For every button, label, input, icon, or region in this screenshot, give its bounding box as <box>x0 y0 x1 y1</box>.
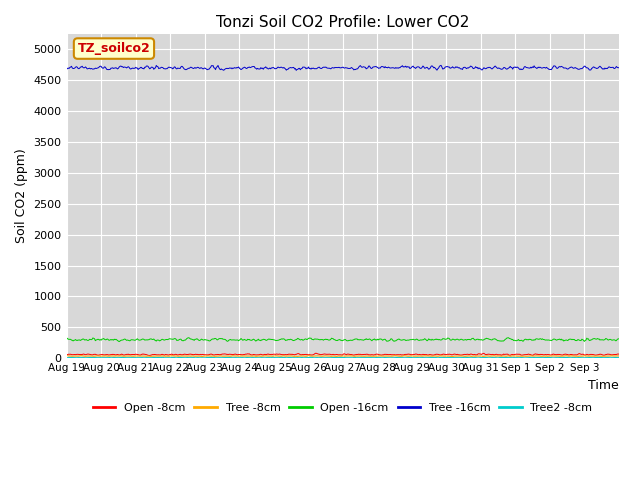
Tree -16cm <box>78 63 86 69</box>
Open -8cm <box>153 352 161 358</box>
Open -16cm <box>153 337 161 343</box>
Tree2 -8cm <box>529 355 537 360</box>
Open -16cm <box>63 335 70 341</box>
Tree2 -8cm <box>615 355 623 360</box>
Line: Open -8cm: Open -8cm <box>67 353 619 356</box>
Open -16cm <box>184 335 192 341</box>
Tree -8cm <box>564 353 572 359</box>
Legend: Open -8cm, Tree -8cm, Open -16cm, Tree -16cm, Tree2 -8cm: Open -8cm, Tree -8cm, Open -16cm, Tree -… <box>88 399 597 418</box>
Tree2 -8cm <box>243 355 251 360</box>
Tree -16cm <box>63 66 70 72</box>
Tree -16cm <box>565 66 573 72</box>
Line: Tree2 -8cm: Tree2 -8cm <box>67 357 619 358</box>
Open -16cm <box>212 336 220 341</box>
Tree -8cm <box>449 354 456 360</box>
Open -8cm <box>146 353 154 359</box>
Text: TZ_soilco2: TZ_soilco2 <box>77 42 150 55</box>
Open -16cm <box>529 337 537 343</box>
Tree -16cm <box>437 62 445 68</box>
Open -8cm <box>244 351 252 357</box>
Tree2 -8cm <box>565 355 573 360</box>
Open -8cm <box>78 352 86 358</box>
Tree -8cm <box>243 353 251 359</box>
Line: Tree -16cm: Tree -16cm <box>67 65 619 71</box>
Tree -16cm <box>210 65 218 71</box>
Tree -8cm <box>63 353 70 359</box>
Tree2 -8cm <box>63 355 70 360</box>
Tree -16cm <box>529 65 537 71</box>
Open -16cm <box>78 336 86 342</box>
Tree -16cm <box>292 68 300 73</box>
Tree -8cm <box>529 353 536 359</box>
Tree2 -8cm <box>210 355 218 360</box>
Open -8cm <box>565 352 573 358</box>
Open -16cm <box>115 339 123 345</box>
Tree -16cm <box>243 66 251 72</box>
Tree -8cm <box>152 353 160 359</box>
X-axis label: Time: Time <box>588 379 619 392</box>
Tree -8cm <box>78 353 86 359</box>
Open -8cm <box>529 352 537 358</box>
Tree2 -8cm <box>78 355 86 360</box>
Title: Tonzi Soil CO2 Profile: Lower CO2: Tonzi Soil CO2 Profile: Lower CO2 <box>216 15 469 30</box>
Tree -16cm <box>152 62 160 68</box>
Tree -16cm <box>615 65 623 71</box>
Open -8cm <box>211 352 218 358</box>
Open -16cm <box>565 337 573 343</box>
Tree2 -8cm <box>474 355 482 361</box>
Open -8cm <box>615 351 623 357</box>
Open -8cm <box>63 352 70 358</box>
Y-axis label: Soil CO2 (ppm): Soil CO2 (ppm) <box>15 149 28 243</box>
Tree -8cm <box>615 353 623 359</box>
Open -8cm <box>312 350 320 356</box>
Open -16cm <box>615 336 623 342</box>
Open -16cm <box>244 337 252 343</box>
Tree2 -8cm <box>152 355 160 360</box>
Tree2 -8cm <box>461 354 468 360</box>
Line: Open -16cm: Open -16cm <box>67 338 619 342</box>
Tree -8cm <box>210 353 218 359</box>
Line: Tree -8cm: Tree -8cm <box>67 356 619 357</box>
